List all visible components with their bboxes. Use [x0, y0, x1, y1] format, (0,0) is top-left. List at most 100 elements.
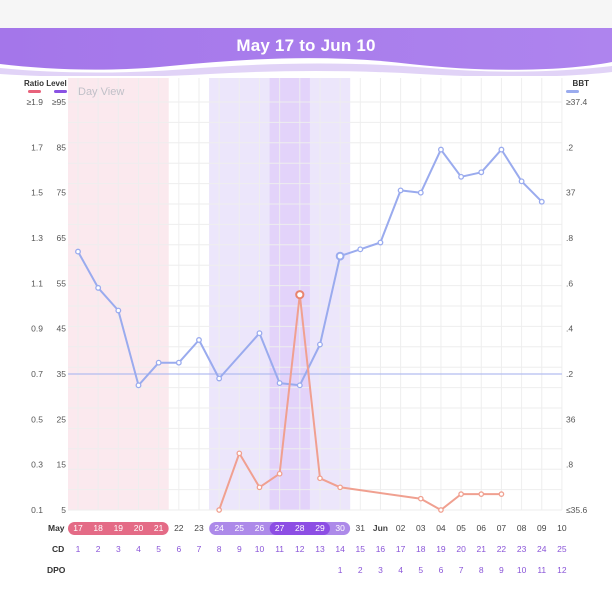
date-label[interactable]: 07 [497, 523, 507, 533]
ratio-legend-swatch [28, 90, 41, 93]
top-status-bar [0, 0, 612, 28]
level-tick-label: 55 [57, 278, 67, 288]
cd-value: 2 [96, 544, 101, 554]
date-label[interactable]: 26 [255, 523, 265, 533]
cd-value: 6 [176, 544, 181, 554]
bbt-point[interactable] [155, 359, 162, 366]
bbt-point[interactable] [335, 251, 345, 261]
bbt-point[interactable] [317, 341, 323, 348]
date-label[interactable]: 22 [174, 523, 184, 533]
cd-value: 4 [136, 544, 141, 554]
ratio-point[interactable] [417, 495, 424, 502]
date-label[interactable]: 19 [114, 523, 124, 533]
dpo-value: 3 [378, 565, 383, 575]
ratio-point[interactable] [236, 450, 243, 457]
bbt-tick-label: ≤35.6 [566, 505, 587, 515]
date-label[interactable]: 25 [235, 523, 245, 533]
data-series [75, 146, 545, 513]
date-label[interactable]: 02 [396, 523, 406, 533]
bbt-point[interactable] [256, 330, 263, 337]
bbt-point[interactable] [357, 246, 364, 253]
bbt-tick-label: .2 [566, 369, 573, 379]
cd-value: 8 [217, 544, 222, 554]
ratio-point[interactable] [317, 475, 323, 482]
date-label[interactable]: 09 [537, 523, 547, 533]
cd-value: 7 [197, 544, 202, 554]
cd-value: 11 [275, 544, 284, 554]
ratio-point[interactable] [295, 290, 305, 300]
cd-value: 18 [416, 544, 426, 554]
dpo-value: 8 [479, 565, 484, 575]
date-label[interactable]: 05 [456, 523, 466, 533]
bbt-point[interactable] [458, 173, 465, 180]
date-label[interactable]: 28 [295, 523, 305, 533]
date-label[interactable]: 06 [477, 523, 487, 533]
ratio-point[interactable] [256, 484, 263, 491]
date-label[interactable]: 23 [194, 523, 204, 533]
dpo-value: 9 [499, 565, 504, 575]
cd-value: 25 [557, 544, 567, 554]
bbt-point[interactable] [498, 146, 505, 153]
bbt-point[interactable] [478, 169, 485, 176]
bbt-point[interactable] [377, 239, 384, 246]
bbt-point[interactable] [115, 307, 122, 314]
bbt-point[interactable] [75, 248, 81, 255]
date-label[interactable]: 17 [73, 523, 83, 533]
level-legend-swatch [54, 90, 67, 93]
cd-value: 20 [456, 544, 466, 554]
level-tick-label: 5 [61, 505, 66, 515]
date-label[interactable]: 27 [275, 523, 285, 533]
ratio-point[interactable] [337, 484, 343, 491]
ratio-point[interactable] [478, 491, 485, 497]
cd-value: 17 [396, 544, 406, 554]
date-label[interactable]: 10 [557, 523, 567, 533]
level-tick-label: 25 [57, 414, 67, 424]
axis-labels: ≥1.9 1.7 1.5 1.3 1.1 0.9 0.7 0.5 0.3 0.1 ≥95 85 75 65… [27, 97, 588, 515]
bbt-legend-label: BBT [573, 79, 590, 88]
bbt-point[interactable] [417, 189, 424, 196]
bbt-point[interactable] [196, 337, 202, 343]
bbt-tick-label: 36 [566, 414, 576, 424]
date-label[interactable]: 20 [134, 523, 144, 533]
bbt-point[interactable] [216, 375, 223, 382]
dpo-value: 5 [418, 565, 423, 575]
bbt-point[interactable] [397, 187, 404, 194]
ratio-tick-label: 0.7 [31, 369, 43, 379]
chart-legend: Ratio Level BBT Day View [24, 79, 589, 98]
bbt-point[interactable] [538, 198, 545, 205]
bbt-point[interactable] [437, 146, 444, 153]
date-label[interactable]: 03 [416, 523, 426, 533]
range-separator: to [299, 36, 316, 55]
ratio-tick-label: 1.3 [31, 233, 43, 243]
date-label[interactable]: 24 [214, 523, 224, 533]
ratio-point[interactable] [438, 507, 444, 513]
ratio-point[interactable] [498, 491, 505, 497]
bbt-point[interactable] [95, 284, 102, 291]
range-start: May 17 [236, 36, 295, 55]
date-label[interactable]: 29 [315, 523, 325, 533]
bbt-point[interactable] [296, 382, 303, 389]
cd-value: 13 [315, 544, 325, 554]
level-tick-label: 75 [57, 188, 67, 198]
month-label-may: May [48, 523, 65, 533]
month-label-jun[interactable]: Jun [373, 523, 388, 533]
bbt-tick-label: .8 [566, 460, 573, 470]
ratio-point[interactable] [276, 470, 283, 477]
ratio-point[interactable] [216, 507, 222, 513]
level-tick-label: 35 [57, 369, 67, 379]
bbt-point[interactable] [135, 382, 142, 389]
bbt-point[interactable] [276, 380, 283, 387]
date-label[interactable]: 04 [436, 523, 446, 533]
bbt-point[interactable] [175, 359, 182, 366]
banner-wave-background [0, 28, 612, 76]
date-label[interactable]: 08 [517, 523, 527, 533]
date-label[interactable]: 21 [154, 523, 164, 533]
date-label[interactable]: 30 [335, 523, 345, 533]
date-label[interactable]: 31 [356, 523, 366, 533]
ratio-point[interactable] [458, 491, 464, 497]
dpo-value: 4 [398, 565, 403, 575]
cd-value: 14 [335, 544, 345, 554]
bbt-point[interactable] [518, 178, 525, 185]
date-label[interactable]: 18 [93, 523, 103, 533]
day-view-label[interactable]: Day View [78, 86, 124, 98]
